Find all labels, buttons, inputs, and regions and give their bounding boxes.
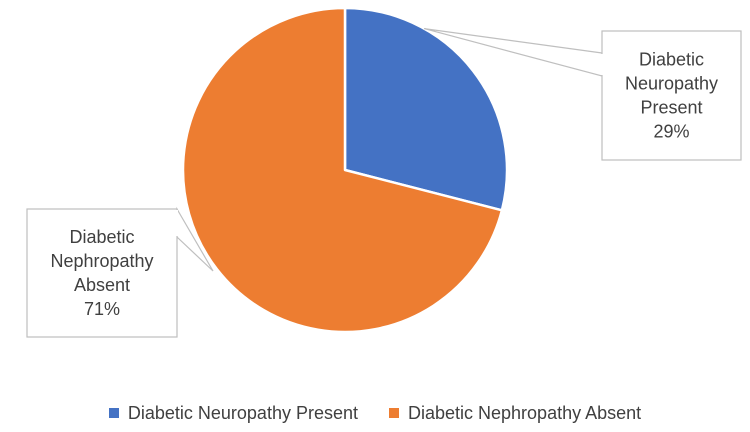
pie-slice-nephropathy-absent (181, 6, 504, 334)
legend-item-nephropathy-absent: Diabetic Nephropathy Absent (388, 402, 642, 424)
callout-box-nephropathy-absent (26, 208, 178, 338)
legend-item-neuropathy-present: Diabetic Neuropathy Present (108, 402, 358, 424)
legend-swatch-nephropathy-absent (388, 408, 399, 418)
data-label-line-nephropathy-absent-3: 71% (84, 299, 120, 319)
data-label-line-nephropathy-absent-0: Diabetic (69, 227, 134, 247)
legend-label-neuropathy-present: Diabetic Neuropathy Present (127, 402, 358, 423)
data-label-neuropathy-present: Diabetic Neuropathy Present 29% (423, 28, 742, 161)
callout-box-neuropathy-present (601, 30, 742, 161)
data-label-line-nephropathy-absent-1: Nephropathy (50, 251, 153, 271)
data-label-line-neuropathy-present-0: Diabetic (639, 50, 704, 70)
legend-swatch-neuropathy-present (108, 408, 119, 418)
data-label-nephropathy-absent: Diabetic Nephropathy Absent 71% (26, 206, 214, 338)
chart-legend: Diabetic Neuropathy Present Diabetic Nep… (0, 401, 750, 425)
pie-slice-neuropathy-present (343, 6, 509, 212)
data-label-line-neuropathy-present-3: 29% (653, 122, 689, 142)
legend-label-nephropathy-absent: Diabetic Nephropathy Absent (407, 402, 642, 423)
data-label-line-neuropathy-present-1: Neuropathy (625, 74, 718, 94)
data-label-line-nephropathy-absent-2: Absent (74, 275, 130, 295)
data-label-line-neuropathy-present-2: Present (640, 98, 702, 118)
